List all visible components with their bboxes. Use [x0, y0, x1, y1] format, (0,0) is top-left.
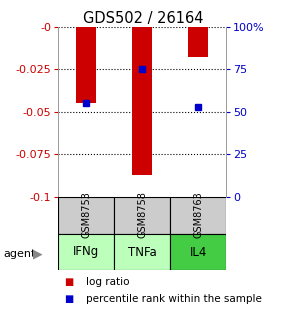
Text: log ratio: log ratio [86, 277, 129, 287]
Text: GSM8763: GSM8763 [193, 192, 203, 239]
Text: IL4: IL4 [189, 246, 207, 258]
Text: agent: agent [3, 249, 35, 259]
Text: GSM8753: GSM8753 [81, 192, 91, 239]
Text: ■: ■ [64, 277, 73, 287]
Bar [132, 27, 152, 174]
Text: percentile rank within the sample: percentile rank within the sample [86, 294, 261, 304]
Text: ■: ■ [64, 294, 73, 304]
Text: TNFa: TNFa [128, 246, 157, 258]
Text: GSM8758: GSM8758 [137, 192, 147, 239]
Text: IFNg: IFNg [73, 246, 99, 258]
Bar [114, 234, 170, 270]
Bar [58, 197, 114, 234]
Bar [58, 234, 114, 270]
Bar [114, 197, 170, 234]
Text: GDS502 / 26164: GDS502 / 26164 [83, 11, 204, 26]
Bar [76, 27, 96, 103]
Text: ▶: ▶ [33, 248, 43, 261]
Bar [170, 197, 226, 234]
Bar [188, 27, 208, 57]
Bar [170, 234, 226, 270]
